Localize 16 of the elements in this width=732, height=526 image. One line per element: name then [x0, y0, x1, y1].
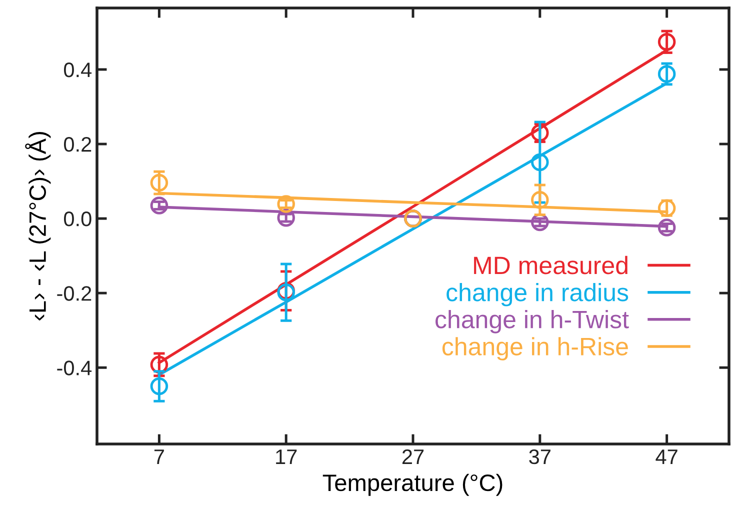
x-tick-label: 47	[656, 450, 678, 464]
y-tick-label: 0.2	[64, 137, 92, 152]
x-tick-label: 7	[154, 450, 164, 464]
legend-label: change in h-Twist	[436, 310, 629, 334]
y-tick-label: 0.0	[64, 212, 92, 226]
x-tick-label: 37	[529, 449, 550, 464]
x-axis-title: Temperature (°C)	[322, 474, 502, 496]
y-tick-label: 0.4	[64, 62, 92, 78]
legend-label: change in radius	[446, 282, 628, 306]
y-tick-label: -0.2	[57, 286, 92, 301]
legend-label: MD measured	[474, 256, 628, 274]
x-tick-label: 17	[276, 450, 297, 464]
x-tick-label: 27	[402, 449, 424, 464]
y-tick-label: -0.4	[57, 360, 92, 376]
legend-label: change in h-Rise	[442, 337, 628, 360]
y-axis-title: ‹L› - ‹L (27°C)› (Å)	[25, 132, 51, 320]
